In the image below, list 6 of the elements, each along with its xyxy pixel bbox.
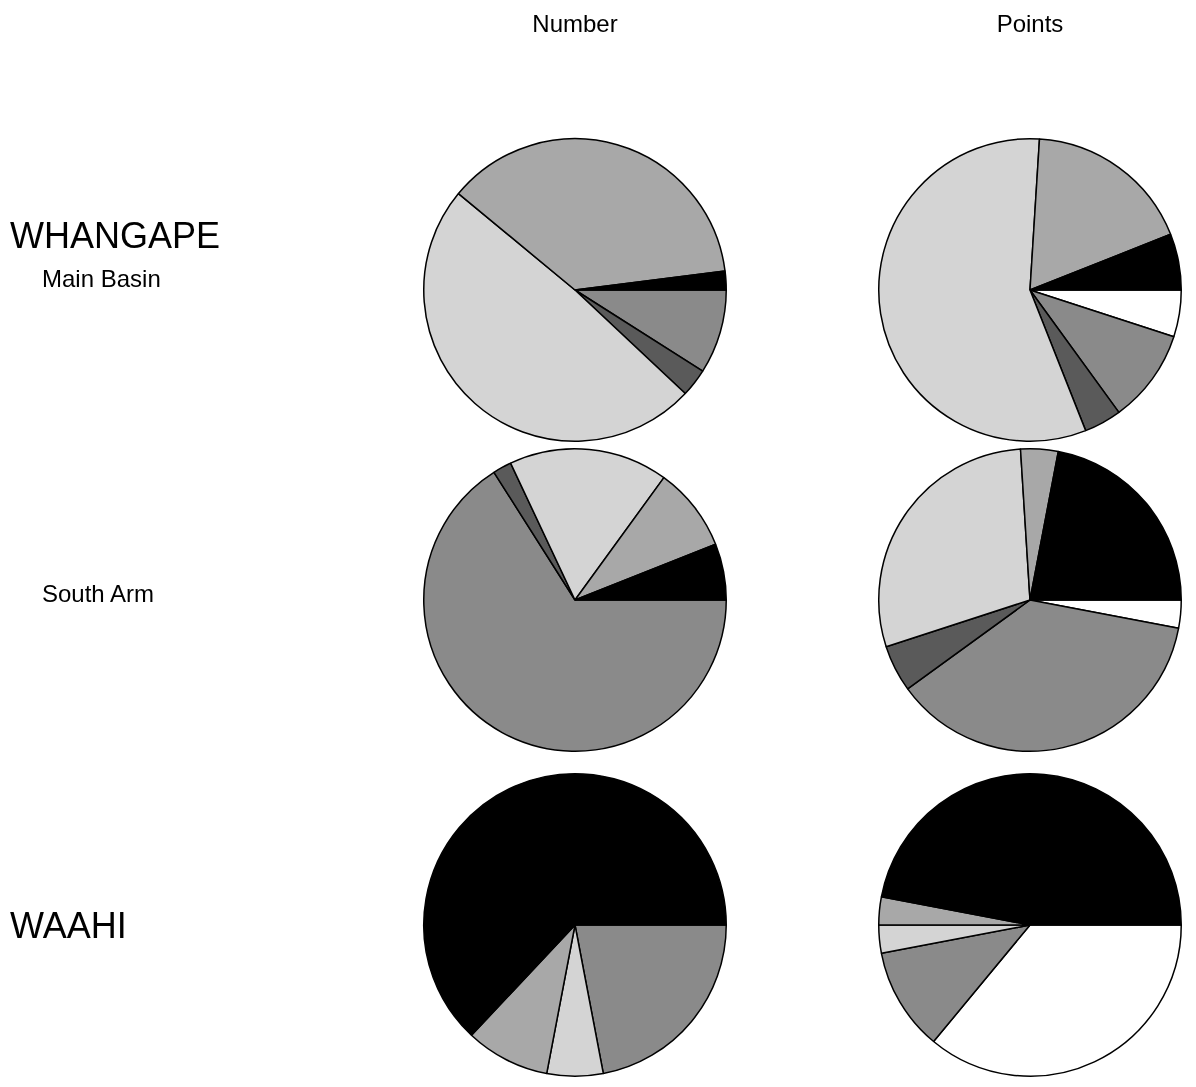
- text: Main Basin: [42, 265, 161, 293]
- chart-title: Points: [995, 10, 1065, 38]
- text: South Arm: [42, 580, 155, 608]
- text: WHANGAPE: [10, 215, 221, 257]
- chart-title: Number: [531, 10, 619, 38]
- text: WAAHI: [10, 905, 127, 947]
